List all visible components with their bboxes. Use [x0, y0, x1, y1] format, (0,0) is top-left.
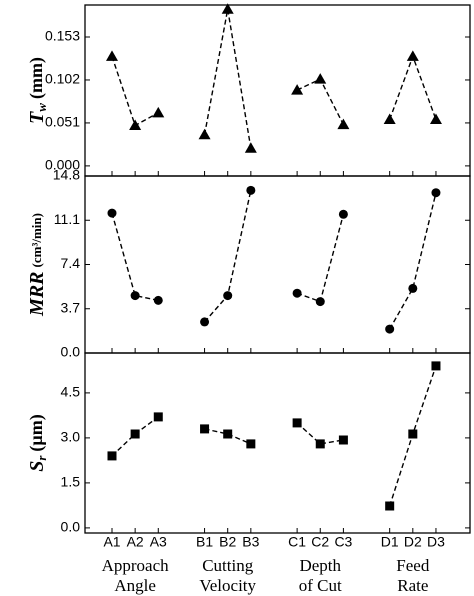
- y-tick-label: 1.5: [61, 474, 81, 490]
- group-label: Depth: [299, 556, 341, 575]
- x-tick-label: C1: [288, 534, 306, 550]
- marker: [221, 3, 234, 14]
- data-line: [111, 416, 159, 457]
- marker: [338, 435, 348, 445]
- marker: [431, 361, 441, 371]
- data-line: [203, 9, 252, 149]
- marker: [429, 113, 442, 125]
- marker: [337, 118, 350, 130]
- group-label: Feed: [396, 556, 430, 575]
- data-line: [296, 214, 345, 303]
- y-tick-label: 0.0: [61, 344, 81, 360]
- y-axis-label: Tw (mm): [26, 57, 49, 124]
- marker: [198, 128, 211, 140]
- plot-frame: [84, 4, 471, 177]
- data-line: [389, 54, 437, 120]
- data-line: [111, 56, 159, 127]
- group-label: Angle: [114, 576, 156, 595]
- y-tick-label: 0.102: [45, 71, 80, 87]
- marker: [107, 208, 117, 218]
- x-tick-label: B3: [242, 534, 259, 550]
- y-axis-label: MRR (cm³/min): [26, 213, 48, 317]
- group-label: Velocity: [199, 576, 256, 595]
- x-tick-label: B1: [196, 534, 213, 550]
- marker: [200, 424, 210, 434]
- marker: [244, 142, 257, 153]
- marker: [152, 106, 165, 118]
- data-line: [389, 192, 437, 330]
- marker: [153, 295, 163, 305]
- marker: [246, 185, 256, 195]
- marker: [292, 418, 302, 428]
- data-line: [296, 422, 344, 445]
- y-label-sub: r: [34, 455, 49, 461]
- marker: [431, 188, 441, 198]
- y-label-unit: (cm³/min): [29, 213, 44, 267]
- marker: [223, 291, 233, 301]
- x-tick-label: A1: [103, 534, 120, 550]
- marker: [406, 50, 419, 61]
- y-label-main: T: [26, 111, 48, 124]
- group-label: Approach: [102, 556, 170, 575]
- marker: [200, 317, 210, 327]
- y-tick-label: 7.4: [61, 255, 81, 271]
- marker: [107, 451, 117, 461]
- marker: [315, 439, 325, 449]
- x-tick-label: A3: [150, 534, 167, 550]
- marker: [130, 429, 140, 439]
- group-label: Cutting: [202, 556, 254, 575]
- marker: [153, 412, 163, 422]
- marker: [129, 119, 142, 130]
- y-tick-label: 14.8: [53, 167, 80, 183]
- y-tick-label: 11.1: [54, 211, 80, 227]
- x-tick-label: C2: [311, 534, 329, 550]
- y-label-unit: (µm): [26, 414, 47, 451]
- y-label-unit: (mm): [26, 57, 47, 99]
- marker: [246, 439, 256, 449]
- marker: [408, 429, 418, 439]
- y-label-main: S: [26, 461, 48, 472]
- x-tick-label: C3: [334, 534, 352, 550]
- group-label: of Cut: [299, 576, 342, 595]
- y-tick-label: 4.5: [61, 384, 81, 400]
- y-tick-label: 3.7: [61, 299, 81, 315]
- marker: [315, 297, 325, 307]
- plot-frame: [84, 352, 471, 534]
- data-line: [204, 190, 252, 323]
- marker: [385, 501, 395, 511]
- x-tick-label: D3: [427, 534, 445, 550]
- y-tick-label: 0.153: [45, 28, 80, 44]
- data-line: [296, 78, 345, 125]
- y-axis-label: Sr (µm): [26, 414, 49, 472]
- x-tick-label: B2: [219, 534, 236, 550]
- plot-frame: [84, 175, 471, 354]
- marker: [408, 283, 418, 293]
- y-tick-label: 0.0: [61, 519, 81, 535]
- group-label: Rate: [397, 576, 428, 595]
- marker: [338, 209, 348, 219]
- marker: [385, 324, 395, 334]
- marker: [314, 73, 327, 84]
- y-tick-label: 0.000: [45, 157, 80, 173]
- data-line: [204, 428, 252, 445]
- marker: [106, 50, 118, 61]
- marker: [383, 113, 396, 125]
- x-tick-label: A2: [127, 534, 144, 550]
- marker: [130, 291, 140, 301]
- y-tick-label: 0.051: [45, 114, 80, 130]
- y-label-sub: w: [34, 103, 49, 112]
- marker: [291, 84, 304, 95]
- x-tick-label: D2: [404, 534, 422, 550]
- marker: [292, 288, 302, 298]
- data-line: [111, 212, 159, 302]
- x-tick-label: D1: [381, 534, 399, 550]
- y-label-main: MRR: [26, 271, 48, 316]
- y-tick-label: 3.0: [61, 429, 81, 445]
- marker: [223, 429, 233, 439]
